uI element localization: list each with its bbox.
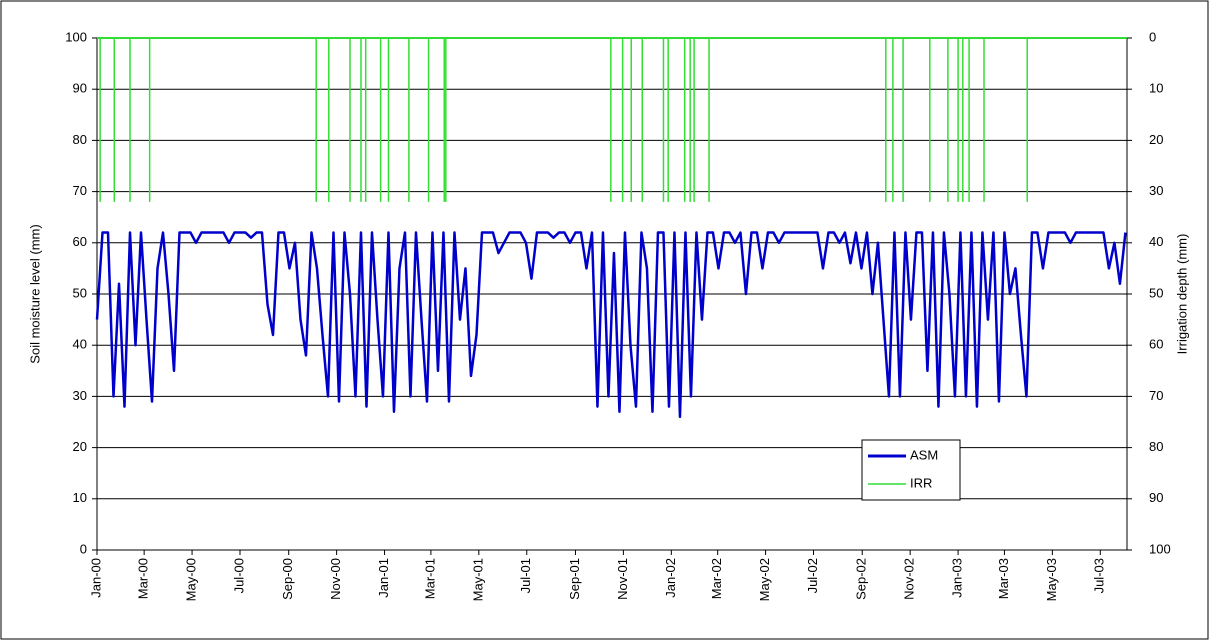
- x-tick-label: Nov-00: [328, 558, 343, 600]
- x-tick-label: Jul-01: [518, 558, 533, 593]
- x-tick-label: Mar-01: [422, 558, 437, 599]
- y2-tick-label: 10: [1149, 81, 1163, 96]
- y2-tick-label: 0: [1149, 29, 1156, 44]
- x-tick-label: May-01: [470, 558, 485, 601]
- y-tick-label: 90: [73, 81, 87, 96]
- legend-box: [861, 439, 961, 501]
- x-tick-label: Jul-02: [805, 558, 820, 593]
- y2-axis-label: Irrigation depth (mm): [1174, 234, 1189, 355]
- x-tick-label: Sep-00: [280, 558, 295, 600]
- y2-tick-label: 70: [1149, 388, 1163, 403]
- x-tick-label: Jul-00: [231, 558, 246, 593]
- y2-tick-label: 30: [1149, 183, 1163, 198]
- y2-tick-label: 100: [1149, 541, 1171, 556]
- x-tick-label: Jan-01: [376, 558, 391, 598]
- x-tick-label: Mar-02: [709, 558, 724, 599]
- y-tick-label: 30: [73, 388, 87, 403]
- x-tick-label: Nov-02: [902, 558, 917, 600]
- y-tick-label: 70: [73, 183, 87, 198]
- x-tick-label: Nov-01: [615, 558, 630, 600]
- x-tick-label: Sep-01: [567, 558, 582, 600]
- y2-tick-label: 80: [1149, 439, 1163, 454]
- y-tick-label: 100: [65, 29, 87, 44]
- y2-tick-label: 60: [1149, 337, 1163, 352]
- x-tick-label: May-00: [184, 558, 199, 601]
- y-tick-label: 60: [73, 234, 87, 249]
- x-tick-label: Mar-00: [136, 558, 151, 599]
- x-tick-label: May-03: [1044, 558, 1059, 601]
- x-tick-label: Jul-03: [1092, 558, 1107, 593]
- y-axis-label: Soil moisture level (mm): [27, 224, 42, 363]
- x-tick-label: Sep-02: [854, 558, 869, 600]
- x-tick-label: Jan-00: [88, 558, 103, 598]
- x-tick-label: Jan-02: [663, 558, 678, 598]
- x-tick-label: Mar-03: [996, 558, 1011, 599]
- y2-tick-label: 40: [1149, 234, 1163, 249]
- y2-tick-label: 20: [1149, 132, 1163, 147]
- legend-label: IRR: [910, 475, 932, 490]
- x-tick-label: May-02: [757, 558, 772, 601]
- y-tick-label: 80: [73, 132, 87, 147]
- y-tick-label: 50: [73, 285, 87, 300]
- x-tick-label: Jan-03: [950, 558, 965, 598]
- y2-tick-label: 50: [1149, 285, 1163, 300]
- y-tick-label: 10: [73, 490, 87, 505]
- y-tick-label: 20: [73, 439, 87, 454]
- y-tick-label: 40: [73, 337, 87, 352]
- asm-line: [95, 231, 1127, 419]
- y2-tick-label: 90: [1149, 490, 1163, 505]
- legend-label: ASM: [910, 447, 938, 462]
- y-tick-label: 0: [80, 541, 87, 556]
